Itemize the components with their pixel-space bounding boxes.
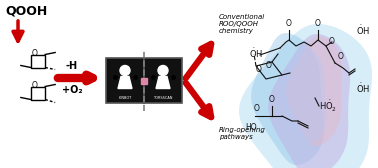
Text: Ring-opening
pathways: Ring-opening pathways bbox=[219, 127, 266, 140]
Text: O: O bbox=[269, 95, 275, 104]
Text: O: O bbox=[32, 81, 38, 90]
Text: Conventional
ROO/QOOH
chemistry: Conventional ROO/QOOH chemistry bbox=[219, 14, 265, 34]
Text: KINBOT: KINBOT bbox=[118, 96, 132, 100]
Text: O: O bbox=[266, 61, 272, 71]
Text: H$\dot{\rm O}_2$: H$\dot{\rm O}_2$ bbox=[319, 98, 337, 114]
Text: O: O bbox=[329, 37, 335, 47]
Text: QOOH: QOOH bbox=[5, 5, 47, 18]
Text: O: O bbox=[254, 104, 260, 113]
Text: O: O bbox=[256, 65, 262, 74]
Bar bbox=[106, 58, 144, 103]
Text: $\dot{\rm O}$H: $\dot{\rm O}$H bbox=[356, 81, 370, 95]
Text: HO: HO bbox=[245, 123, 257, 133]
Polygon shape bbox=[268, 34, 350, 168]
Polygon shape bbox=[286, 36, 342, 146]
Text: O: O bbox=[338, 52, 344, 61]
Polygon shape bbox=[239, 24, 372, 168]
Text: O: O bbox=[32, 49, 38, 58]
Text: $\dot{\rm O}$H: $\dot{\rm O}$H bbox=[249, 46, 263, 60]
Circle shape bbox=[158, 66, 168, 75]
Text: O: O bbox=[315, 19, 321, 28]
Polygon shape bbox=[118, 76, 132, 89]
Circle shape bbox=[120, 66, 130, 75]
Bar bbox=[144, 58, 182, 103]
Text: O: O bbox=[286, 19, 292, 28]
Polygon shape bbox=[251, 33, 324, 165]
Text: +O₂: +O₂ bbox=[62, 85, 82, 95]
Polygon shape bbox=[156, 76, 170, 89]
Text: -H: -H bbox=[66, 61, 78, 71]
Text: TORSSCAN: TORSSCAN bbox=[153, 96, 173, 100]
Text: $\dot{\rm O}$H: $\dot{\rm O}$H bbox=[356, 23, 370, 37]
Polygon shape bbox=[280, 45, 327, 144]
